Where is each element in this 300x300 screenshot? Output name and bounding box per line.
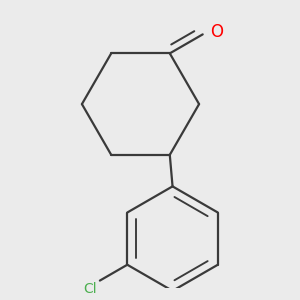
Text: O: O: [210, 23, 223, 41]
Text: Cl: Cl: [84, 282, 97, 296]
